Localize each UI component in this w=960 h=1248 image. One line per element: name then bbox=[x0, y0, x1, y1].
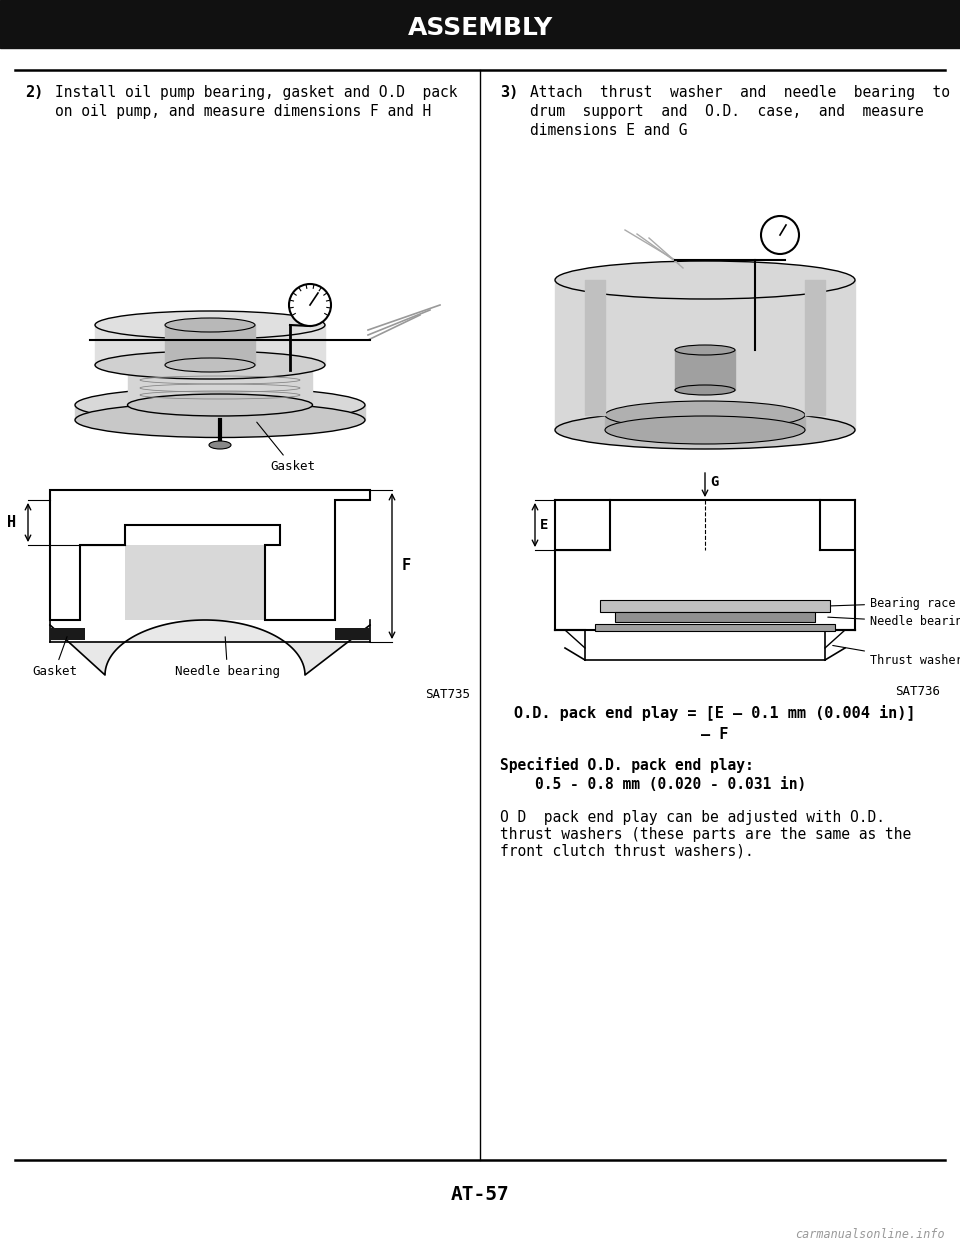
Text: 2): 2) bbox=[25, 85, 43, 100]
Ellipse shape bbox=[75, 387, 365, 423]
Text: SAT736: SAT736 bbox=[895, 685, 940, 698]
Text: O D  pack end play can be adjusted with O.D.: O D pack end play can be adjusted with O… bbox=[500, 810, 885, 825]
Text: F: F bbox=[401, 559, 411, 574]
Text: H: H bbox=[8, 515, 16, 530]
Ellipse shape bbox=[761, 216, 799, 255]
Text: Gasket: Gasket bbox=[32, 636, 77, 678]
Text: Needle bearing: Needle bearing bbox=[828, 615, 960, 629]
Bar bbox=[0, 0, 960, 47]
Text: 3): 3) bbox=[500, 85, 518, 100]
Text: E: E bbox=[540, 518, 548, 532]
Text: Needle bearing: Needle bearing bbox=[175, 636, 280, 678]
Text: G: G bbox=[710, 475, 718, 489]
Ellipse shape bbox=[165, 358, 255, 372]
Ellipse shape bbox=[178, 359, 262, 371]
Ellipse shape bbox=[75, 403, 365, 438]
Text: on oil pump, and measure dimensions F and H: on oil pump, and measure dimensions F an… bbox=[55, 104, 431, 119]
Ellipse shape bbox=[675, 384, 735, 396]
Text: front clutch thrust washers).: front clutch thrust washers). bbox=[500, 844, 754, 859]
Text: 0.5 - 0.8 mm (0.020 - 0.031 in): 0.5 - 0.8 mm (0.020 - 0.031 in) bbox=[535, 778, 806, 792]
Ellipse shape bbox=[675, 344, 735, 354]
Text: dimensions E and G: dimensions E and G bbox=[530, 124, 687, 139]
Ellipse shape bbox=[128, 394, 313, 416]
Ellipse shape bbox=[555, 261, 855, 300]
Text: Gasket: Gasket bbox=[256, 422, 315, 473]
Bar bbox=[600, 600, 830, 612]
Text: Attach  thrust  washer  and  needle  bearing  to: Attach thrust washer and needle bearing … bbox=[530, 85, 950, 100]
Text: Specified O.D. pack end play:: Specified O.D. pack end play: bbox=[500, 758, 754, 773]
Bar bbox=[50, 628, 85, 640]
Ellipse shape bbox=[289, 285, 331, 326]
Text: Bearing race: Bearing race bbox=[830, 597, 955, 609]
Text: Thrust washer: Thrust washer bbox=[832, 645, 960, 666]
Text: O.D. pack end play = [E – 0.1 mm (0.004 in)]: O.D. pack end play = [E – 0.1 mm (0.004 … bbox=[515, 705, 916, 721]
Text: carmanualsonline.info: carmanualsonline.info bbox=[796, 1228, 945, 1242]
Ellipse shape bbox=[128, 354, 313, 376]
Text: – F: – F bbox=[702, 728, 729, 743]
Ellipse shape bbox=[95, 311, 325, 339]
Ellipse shape bbox=[209, 441, 231, 449]
Ellipse shape bbox=[95, 351, 325, 379]
Ellipse shape bbox=[605, 401, 805, 429]
Ellipse shape bbox=[605, 416, 805, 444]
Ellipse shape bbox=[165, 318, 255, 332]
Polygon shape bbox=[50, 620, 370, 675]
Text: ASSEMBLY: ASSEMBLY bbox=[407, 16, 553, 40]
Polygon shape bbox=[125, 545, 265, 620]
Bar bbox=[615, 612, 815, 622]
Bar bbox=[335, 628, 370, 640]
Bar bbox=[595, 624, 835, 631]
Text: SAT735: SAT735 bbox=[425, 688, 470, 701]
Text: thrust washers (these parts are the same as the: thrust washers (these parts are the same… bbox=[500, 827, 911, 842]
Ellipse shape bbox=[555, 411, 855, 449]
Text: Install oil pump bearing, gasket and O.D  pack: Install oil pump bearing, gasket and O.D… bbox=[55, 85, 458, 100]
Text: drum  support  and  O.D.  case,  and  measure: drum support and O.D. case, and measure bbox=[530, 104, 924, 119]
Text: AT-57: AT-57 bbox=[450, 1186, 510, 1204]
